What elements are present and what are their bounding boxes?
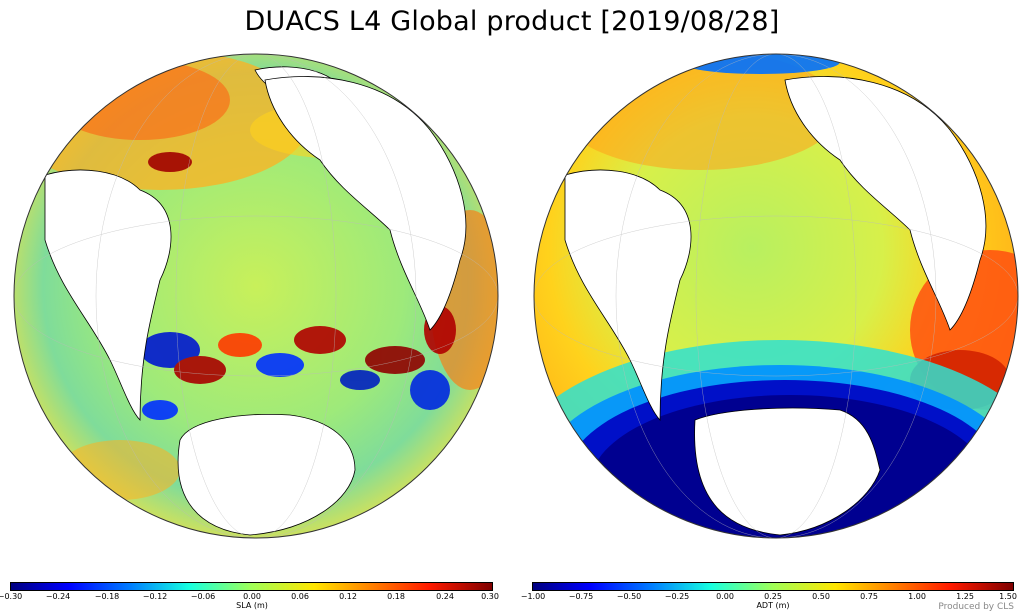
sla-tick: 0.24 [436, 592, 454, 601]
adt-tick: −0.50 [616, 592, 642, 601]
sla-tick: −0.12 [142, 592, 168, 601]
adt-tick: −0.25 [664, 592, 690, 601]
adt-tick: 0.50 [812, 592, 830, 601]
sla-colorbar [10, 582, 493, 591]
adt-tick: −1.00 [520, 592, 546, 601]
sla-tick: −0.18 [94, 592, 120, 601]
adt-tick: −0.75 [568, 592, 594, 601]
adt-tick: 1.00 [908, 592, 926, 601]
adt-tick: 0.25 [764, 592, 782, 601]
adt-tick: 1.25 [956, 592, 974, 601]
sla-tick: 0.00 [243, 592, 261, 601]
sla-tick: −0.06 [190, 592, 216, 601]
adt-tick: 0.75 [860, 592, 878, 601]
sla-tick: 0.30 [481, 592, 499, 601]
sla-tick: 0.18 [387, 592, 405, 601]
adt-globe-map [534, 54, 1018, 538]
adt-colorbar-label: ADT (m) [756, 601, 790, 610]
sla-tick: 0.06 [291, 592, 309, 601]
sla-tick: −0.30 [0, 592, 23, 601]
sla-colorbar-label: SLA (m) [236, 601, 268, 610]
page-title: DUACS L4 Global product [2019/08/28] [244, 6, 780, 37]
adt-colorbar [532, 582, 1014, 591]
adt-tick: 0.00 [716, 592, 734, 601]
sla-tick: −0.24 [45, 592, 71, 601]
sla-globe-map [13, 53, 1019, 539]
adt-tick: 1.50 [999, 592, 1017, 601]
credit-text: Produced by CLS [938, 602, 1014, 612]
sla-tick: 0.12 [339, 592, 357, 601]
